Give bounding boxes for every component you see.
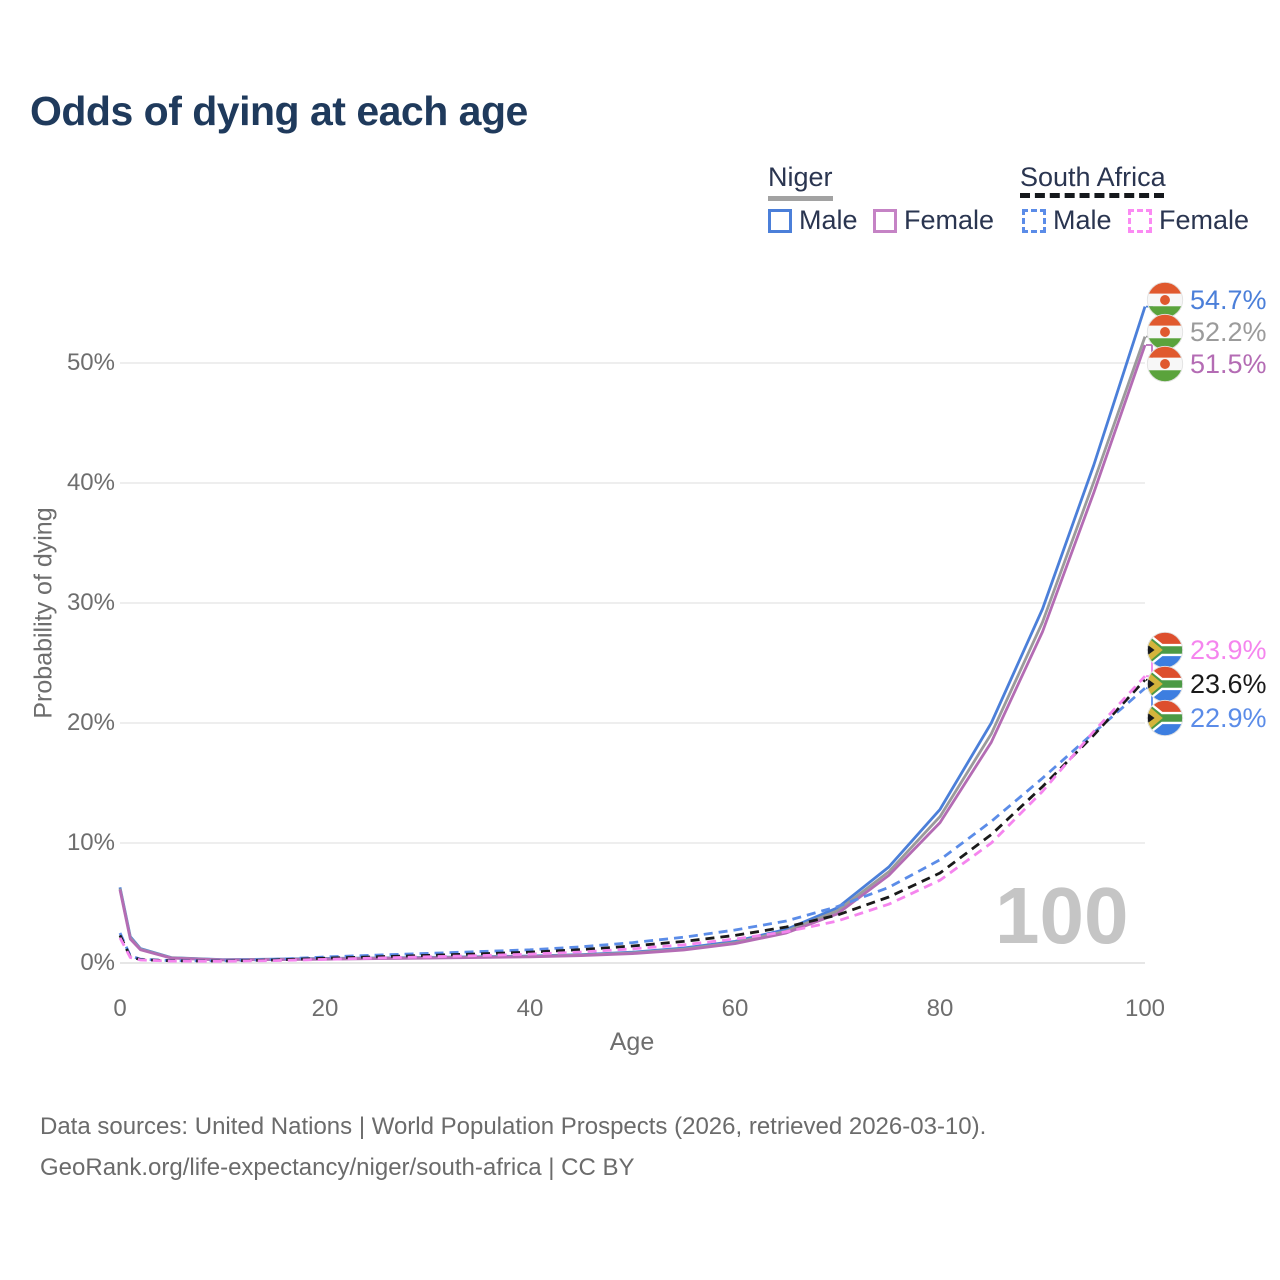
- south-africa-flag-icon: [1146, 699, 1184, 737]
- legend-item-south-africa-male[interactable]: Male: [1022, 205, 1112, 236]
- south-africa-female-swatch-icon: [1128, 208, 1152, 233]
- x-tick-100: 100: [1124, 995, 1166, 1022]
- south-africa-male-swatch-icon: [1022, 208, 1046, 233]
- end-value: 54.7%: [1190, 284, 1267, 315]
- data-source-footer: Data sources: United Nations | World Pop…: [40, 1106, 986, 1188]
- y-axis-title: Probability of dying: [29, 507, 58, 719]
- y-tick-20: 20%: [66, 709, 115, 736]
- footer-line-2: GeoRank.org/life-expectancy/niger/south-…: [40, 1154, 635, 1181]
- end-label-south-africa-male: 22.9%: [1146, 699, 1267, 737]
- niger-male-swatch-icon: [768, 208, 792, 233]
- end-label-niger-both: 52.2%: [1146, 313, 1267, 351]
- south-africa-flag-icon: [1146, 665, 1184, 703]
- legend-item-niger-male[interactable]: Male: [768, 205, 858, 236]
- x-tick-60: 60: [721, 995, 749, 1022]
- end-value: 51.5%: [1190, 348, 1267, 379]
- legend-niger-line-style: [768, 196, 833, 201]
- legend-label: Female: [904, 205, 995, 235]
- end-value: 22.9%: [1190, 702, 1267, 733]
- y-tick-10: 10%: [66, 829, 115, 856]
- x-tick-0: 0: [113, 995, 127, 1022]
- legend-item-niger-female[interactable]: Female: [873, 205, 994, 236]
- niger-flag-icon: [1146, 313, 1184, 351]
- x-tick-80: 80: [926, 995, 954, 1022]
- y-tick-40: 40%: [66, 469, 115, 496]
- niger-female-swatch-icon: [873, 208, 897, 233]
- end-label-south-africa-both: 23.6%: [1146, 665, 1267, 703]
- page-title: Odds of dying at each age: [30, 88, 528, 134]
- y-tick-0: 0%: [80, 949, 115, 976]
- legend-south-africa-line-style: [1020, 193, 1164, 198]
- hovered-age-watermark: 100: [995, 871, 1129, 960]
- legend-label: Male: [1053, 205, 1112, 235]
- end-value: 52.2%: [1190, 316, 1267, 347]
- legend-item-south-africa-female[interactable]: Female: [1128, 205, 1249, 236]
- footer-line-1: Data sources: United Nations | World Pop…: [40, 1113, 987, 1140]
- legend-label: Female: [1159, 205, 1250, 235]
- end-value: 23.9%: [1190, 634, 1267, 665]
- niger-flag-icon: [1146, 345, 1184, 383]
- x-axis-title: Age: [609, 1028, 655, 1056]
- south-africa-flag-icon: [1146, 631, 1184, 669]
- end-label-niger-female: 51.5%: [1146, 345, 1267, 383]
- end-label-niger-male: 54.7%: [1146, 281, 1267, 319]
- end-label-south-africa-female: 23.9%: [1146, 631, 1267, 669]
- legend-label: Male: [799, 205, 858, 235]
- legend-country-south-africa: South Africa: [1020, 162, 1166, 192]
- legend-country-niger: Niger: [768, 162, 833, 192]
- niger-flag-icon: [1146, 281, 1184, 319]
- end-value: 23.6%: [1190, 668, 1267, 699]
- y-tick-50: 50%: [66, 349, 115, 376]
- x-tick-20: 20: [311, 995, 339, 1022]
- x-tick-40: 40: [516, 995, 544, 1022]
- y-tick-30: 30%: [66, 589, 115, 616]
